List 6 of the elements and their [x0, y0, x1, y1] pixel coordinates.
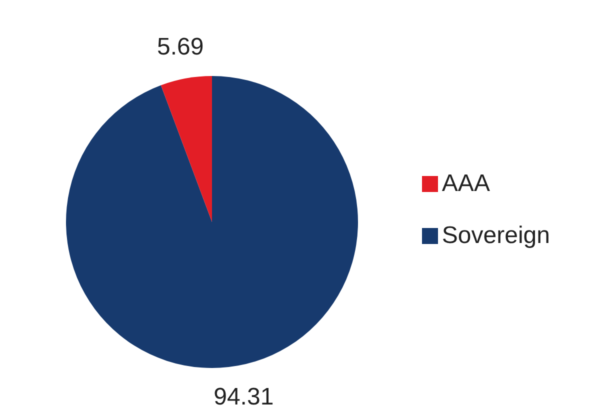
pie-slice — [160, 76, 212, 222]
pie-slice — [66, 76, 358, 368]
data-label: 5.69 — [156, 33, 204, 60]
data-label: 94.31 — [214, 384, 274, 411]
legend-label: Sovereign — [442, 222, 550, 248]
legend-label: AAA — [442, 170, 490, 196]
